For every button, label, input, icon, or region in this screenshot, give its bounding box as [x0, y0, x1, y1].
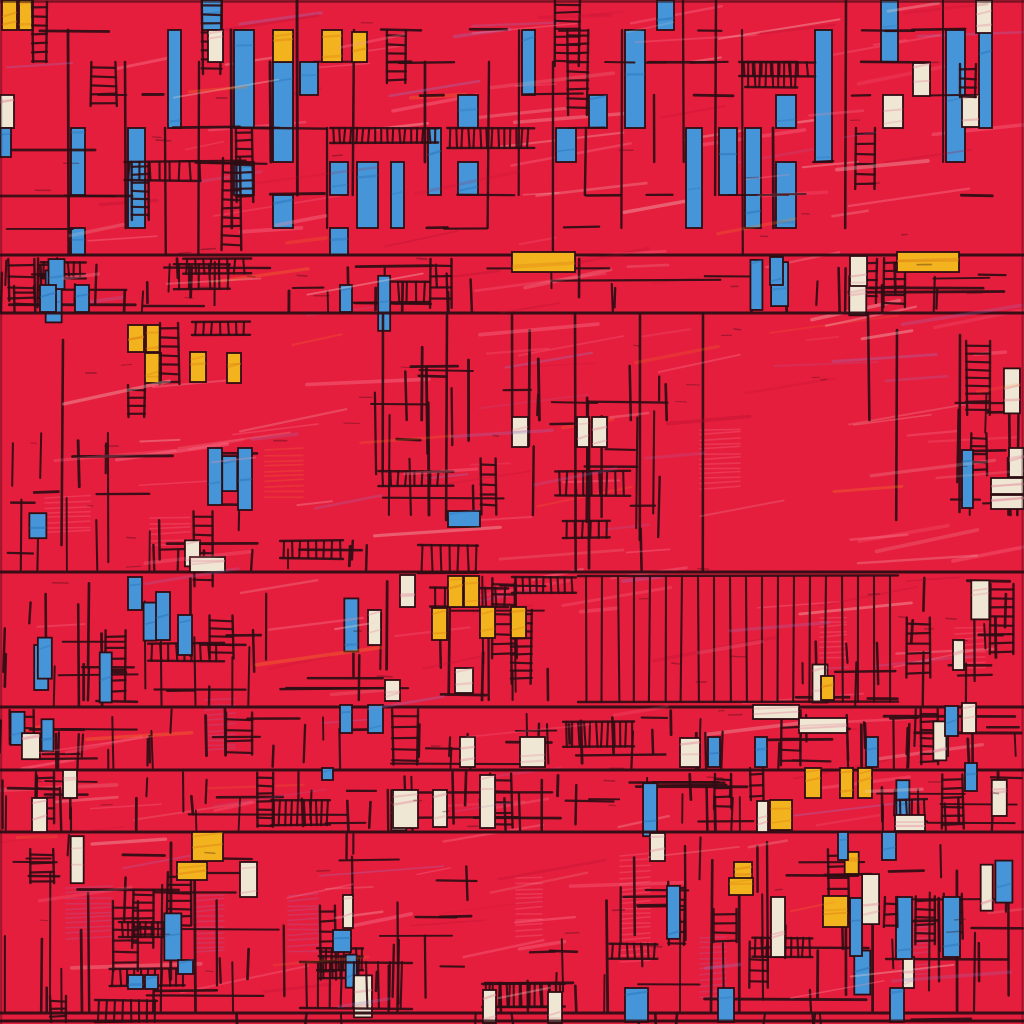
artwork: [0, 0, 1024, 1024]
abstract-painting-canvas: [0, 0, 1024, 1024]
